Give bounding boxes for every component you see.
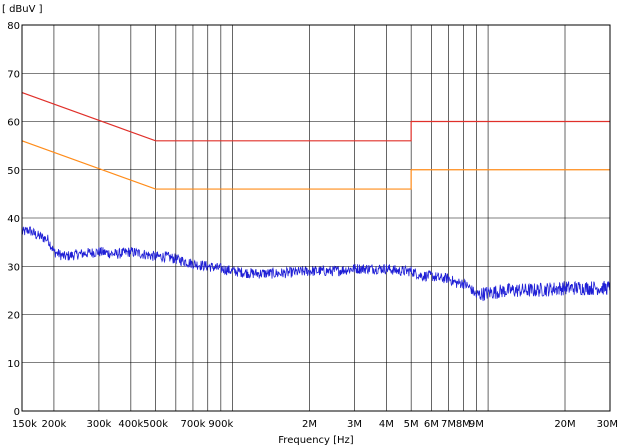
x-axis-label: Frequency [Hz] <box>278 435 354 446</box>
x-tick-label: 150k <box>12 419 37 430</box>
series-line-measurement <box>21 226 611 302</box>
grid <box>21 24 611 412</box>
x-tick-label: 30M <box>597 419 618 430</box>
x-tick-label: 3M <box>347 419 362 430</box>
y-tick-label: 60 <box>7 118 20 129</box>
series-line-lower-limit <box>21 140 610 190</box>
series-layer <box>21 91 611 302</box>
x-tick-label: 20M <box>554 419 575 430</box>
x-tick-labels: 150k 200k 300k 400k 500k 700k 900k 2M 3M 4M 5M 6M 7M… <box>12 419 618 430</box>
y-tick-label: 0 <box>14 407 20 418</box>
plot-frame <box>21 24 611 412</box>
x-tick-label: 7M <box>441 419 456 430</box>
y-tick-label: 80 <box>7 21 20 32</box>
x-tick-label: 300k <box>86 419 111 430</box>
y-axis-unit-label: [ dBuV ] <box>2 4 43 15</box>
y-tick-label: 30 <box>7 262 20 273</box>
x-tick-label: 9M <box>469 419 484 430</box>
y-tick-label: 40 <box>7 214 20 225</box>
x-tick-label: 900k <box>208 419 233 430</box>
y-tick-label: 50 <box>7 166 20 177</box>
x-tick-label: 5M <box>404 419 419 430</box>
x-tick-label: 200k <box>41 419 66 430</box>
x-tick-label: 8M <box>456 419 471 430</box>
y-tick-label: 20 <box>7 311 20 322</box>
x-tick-label: 500k <box>143 419 168 430</box>
x-tick-label: 700k <box>181 419 206 430</box>
x-tick-label: 2M <box>302 419 317 430</box>
y-tick-label: 10 <box>7 359 20 370</box>
x-tick-label: 400k <box>118 419 143 430</box>
series-line-upper-limit <box>21 91 610 142</box>
x-tick-label: 6M <box>424 419 439 430</box>
y-tick-label: 70 <box>7 69 20 80</box>
x-tick-label: 4M <box>379 419 394 430</box>
y-tick-labels: 0 10 20 30 40 50 60 70 80 <box>7 21 20 418</box>
